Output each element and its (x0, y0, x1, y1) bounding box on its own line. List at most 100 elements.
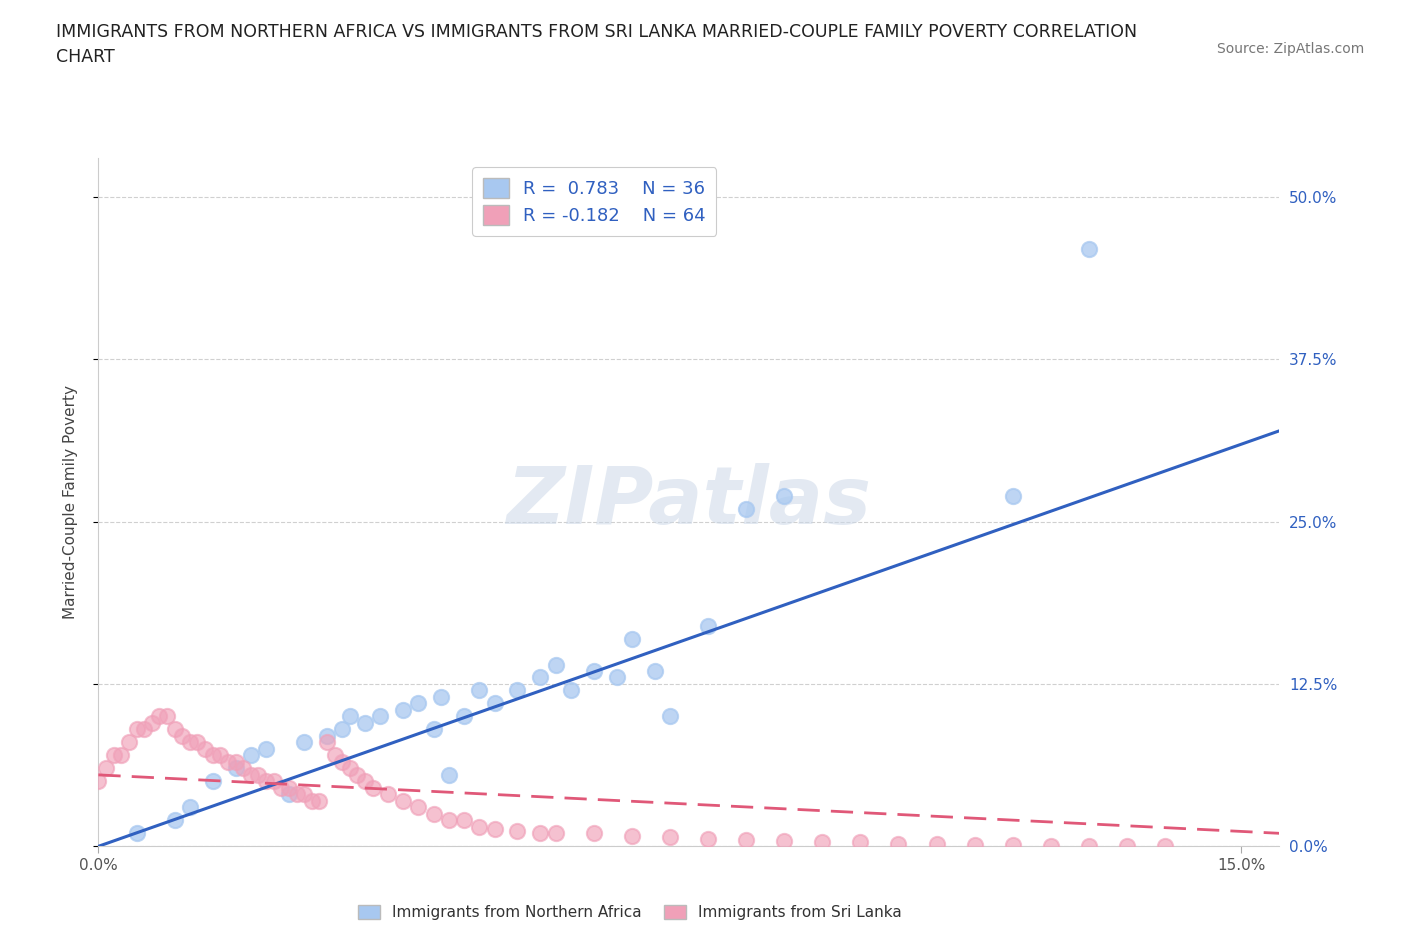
Point (148, 709, 170, 724)
Point (292, 735, 315, 750)
Point (773, 833, 796, 848)
Point (277, 780, 299, 795)
Point (697, 618, 720, 633)
Point (484, 696, 506, 711)
Point (529, 826, 551, 841)
Point (468, 683, 491, 698)
Point (1001, 838, 1024, 853)
Point (658, 830, 681, 844)
Point (506, 683, 529, 698)
Point (254, 741, 277, 756)
Point (582, 664, 605, 679)
Point (163, 813, 186, 828)
Point (468, 819, 491, 834)
Point (339, 709, 361, 724)
Point (292, 787, 315, 802)
Point (1039, 839, 1062, 854)
Point (339, 761, 361, 776)
Point (437, 813, 460, 828)
Y-axis label: Married-Couple Family Poverty: Married-Couple Family Poverty (63, 385, 77, 619)
Point (735, 501, 758, 516)
Point (225, 754, 247, 769)
Point (697, 831, 720, 846)
Point (773, 488, 796, 503)
Point (141, 715, 163, 730)
Point (392, 702, 415, 717)
Point (963, 838, 986, 853)
Point (1078, 242, 1101, 257)
Text: Source: ZipAtlas.com: Source: ZipAtlas.com (1216, 42, 1364, 56)
Point (179, 735, 201, 750)
Text: ZIPatlas: ZIPatlas (506, 463, 872, 541)
Point (194, 741, 217, 756)
Point (377, 787, 399, 802)
Point (529, 670, 551, 684)
Point (346, 767, 368, 782)
Point (125, 826, 148, 841)
Point (606, 670, 628, 684)
Point (94, 761, 117, 776)
Point (811, 835, 834, 850)
Point (1154, 839, 1177, 854)
Text: IMMIGRANTS FROM NORTHERN AFRICA VS IMMIGRANTS FROM SRI LANKA MARRIED-COUPLE FAMI: IMMIGRANTS FROM NORTHERN AFRICA VS IMMIG… (56, 23, 1137, 41)
Point (301, 793, 323, 808)
Point (239, 748, 262, 763)
Point (316, 728, 339, 743)
Point (103, 748, 125, 763)
Point (560, 683, 582, 698)
Point (422, 722, 444, 737)
Point (620, 631, 643, 646)
Point (323, 748, 346, 763)
Point (277, 787, 299, 802)
Point (209, 748, 232, 763)
Point (408, 800, 430, 815)
Point (186, 735, 208, 750)
Point (354, 774, 377, 789)
Point (270, 780, 292, 795)
Point (1078, 839, 1101, 854)
Point (544, 658, 567, 672)
Point (179, 800, 201, 815)
Point (125, 722, 148, 737)
Legend: Immigrants from Northern Africa, Immigrants from Sri Lanka: Immigrants from Northern Africa, Immigra… (352, 898, 908, 926)
Point (247, 767, 270, 782)
Point (735, 832, 758, 847)
Point (422, 806, 444, 821)
Point (330, 722, 353, 737)
Point (392, 793, 415, 808)
Point (87, 774, 110, 789)
Point (361, 780, 384, 795)
Point (453, 709, 475, 724)
Point (437, 767, 460, 782)
Point (232, 761, 254, 776)
Point (544, 826, 567, 841)
Point (1001, 488, 1024, 503)
Point (163, 722, 186, 737)
Point (408, 696, 430, 711)
Point (217, 754, 239, 769)
Point (308, 793, 330, 808)
Point (430, 689, 453, 704)
Point (239, 767, 262, 782)
Point (254, 774, 277, 789)
Point (484, 822, 506, 837)
Point (110, 748, 132, 763)
Point (658, 709, 681, 724)
Point (285, 787, 308, 802)
Point (506, 823, 529, 838)
Point (620, 829, 643, 844)
Point (225, 761, 247, 776)
Point (201, 774, 224, 789)
Point (172, 728, 194, 743)
Point (134, 722, 156, 737)
Point (156, 709, 179, 724)
Point (354, 715, 377, 730)
Point (201, 748, 224, 763)
Point (849, 835, 872, 850)
Text: CHART: CHART (56, 48, 115, 66)
Point (1116, 839, 1139, 854)
Point (582, 826, 605, 841)
Point (118, 735, 141, 750)
Point (453, 813, 475, 828)
Point (316, 735, 339, 750)
